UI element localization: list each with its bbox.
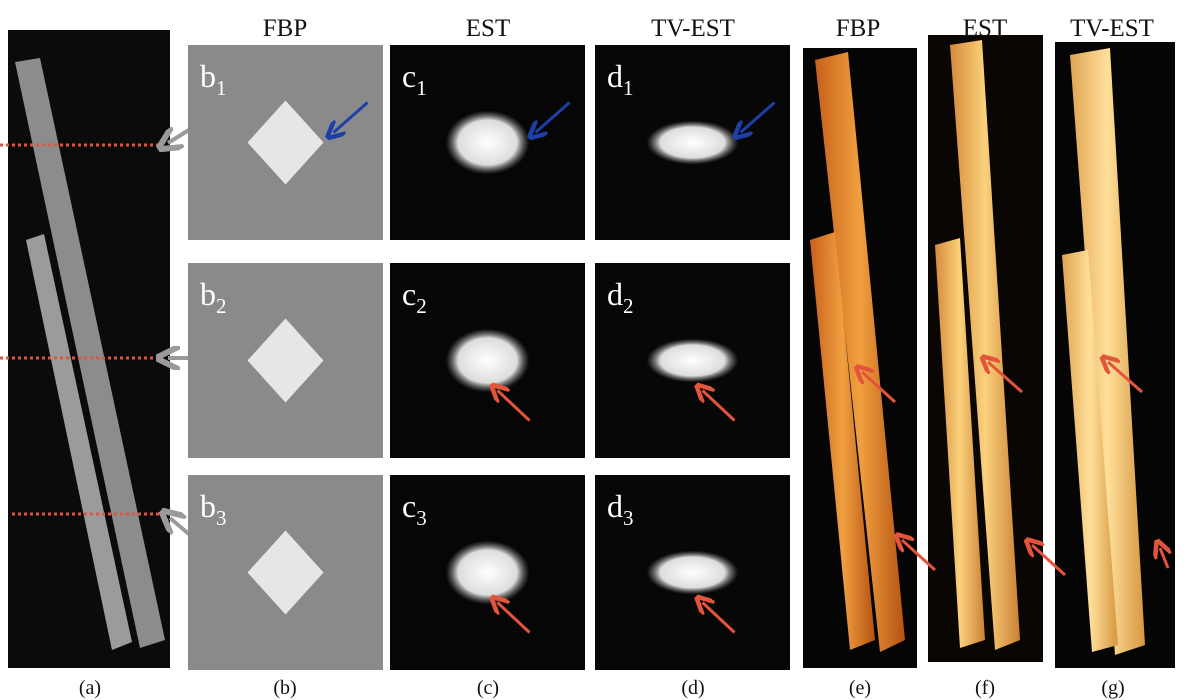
panel-a bbox=[0, 30, 196, 668]
column-header: TV-EST bbox=[1070, 15, 1154, 42]
panel-index: 2 bbox=[416, 294, 427, 318]
panel-caption: (a) bbox=[79, 677, 101, 699]
panel-caption: (b) bbox=[273, 677, 296, 699]
panel-index: 3 bbox=[216, 506, 227, 530]
column-header: EST bbox=[466, 15, 510, 42]
panel-letter: d bbox=[607, 488, 623, 524]
cross-section bbox=[647, 551, 739, 595]
panel-index: 3 bbox=[623, 506, 634, 530]
column-header: FBP bbox=[263, 15, 307, 42]
column-header: EST bbox=[963, 15, 1007, 42]
panel-letter: b bbox=[200, 58, 216, 94]
panel-letter: c bbox=[402, 488, 416, 524]
column-header: FBP bbox=[836, 15, 880, 42]
cross-section bbox=[446, 329, 530, 393]
panel-caption: (c) bbox=[477, 677, 499, 699]
render-panels bbox=[803, 35, 1175, 668]
panel-letter: d bbox=[607, 276, 623, 312]
panel-letter: c bbox=[402, 276, 416, 312]
panel-caption: (f) bbox=[975, 677, 995, 699]
panel-caption: (g) bbox=[1101, 677, 1124, 699]
cross-section bbox=[647, 121, 739, 165]
panel-index: 2 bbox=[623, 294, 634, 318]
panel-index: 1 bbox=[216, 76, 227, 100]
panel-letter: b bbox=[200, 276, 216, 312]
panel-index: 3 bbox=[416, 506, 427, 530]
cross-section bbox=[446, 111, 530, 175]
panel-letter: b bbox=[200, 488, 216, 524]
panel-caption: (e) bbox=[849, 677, 871, 699]
panel-letter: d bbox=[607, 58, 623, 94]
cross-section bbox=[647, 339, 739, 383]
figure: b1b2b3c1c2c3d1d2d3 FBPESTTV-ESTFBPESTTV-… bbox=[0, 0, 1188, 700]
panel-letter: c bbox=[402, 58, 416, 94]
column-header: TV-EST bbox=[651, 15, 735, 42]
panel-index: 1 bbox=[623, 76, 634, 100]
cross-section bbox=[446, 541, 530, 605]
panel-index: 1 bbox=[416, 76, 427, 100]
panel-index: 2 bbox=[216, 294, 227, 318]
panel-caption: (d) bbox=[681, 677, 704, 699]
